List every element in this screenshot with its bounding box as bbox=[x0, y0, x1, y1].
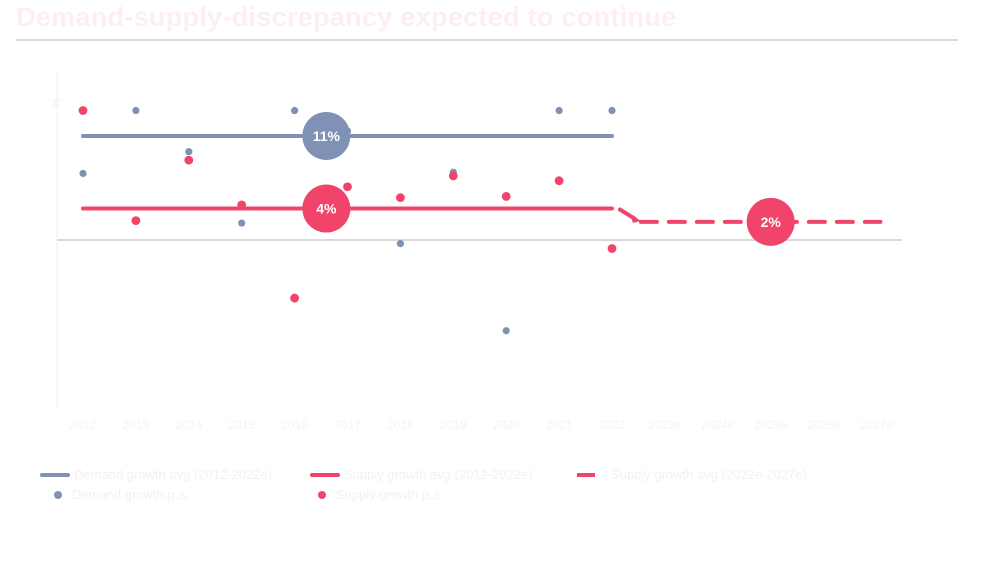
chart-title: Demand-supply-discrepancy expected to co… bbox=[16, 2, 677, 32]
supply-point bbox=[554, 176, 564, 186]
legend-demand-avg-label: Demand growth avg (2012-2022e) bbox=[74, 467, 273, 482]
avg-bubble bbox=[302, 184, 351, 233]
supply-point bbox=[237, 200, 247, 210]
legend-demand-pa-label: Demand growth p.a. bbox=[72, 487, 190, 502]
x-tick-label: 2013 bbox=[123, 418, 150, 432]
legend-supply-pa-dot bbox=[318, 490, 326, 499]
demand-point bbox=[608, 106, 616, 115]
x-tick-label: 2026e bbox=[807, 418, 841, 432]
supply-point bbox=[131, 216, 141, 226]
x-tick-label: 2027e bbox=[860, 418, 894, 432]
demand-point bbox=[238, 219, 246, 227]
x-tick-label: 2024e bbox=[701, 418, 735, 432]
demand-point bbox=[555, 106, 563, 115]
supply-point bbox=[184, 155, 194, 165]
supply-point bbox=[396, 193, 405, 203]
demand-point bbox=[502, 327, 510, 335]
legend-item-supply-forecast: Supply growth avg (2022e-2027e) bbox=[577, 467, 807, 482]
arrow-head-icon bbox=[629, 213, 641, 223]
x-tick-label: 2014 bbox=[175, 418, 202, 432]
legend-supply-forecast-label: Supply growth avg (2022e-2027e) bbox=[611, 467, 807, 482]
legend-supply-pa-label: Supply growth p.a. bbox=[336, 487, 444, 502]
x-tick-label: 2018 bbox=[387, 418, 414, 432]
x-tick-label: 2022 bbox=[599, 418, 626, 432]
legend-item-supply-pa: Supply growth p.a. bbox=[304, 487, 444, 502]
supply-point bbox=[607, 244, 617, 253]
legend-supply-avg-line bbox=[310, 472, 340, 477]
avg-bubble bbox=[746, 197, 795, 246]
legend-item-demand-avg: Demand growth avg (2012-2022e) bbox=[40, 467, 272, 482]
legend: Demand growth avg (2012-2022e) Supply gr… bbox=[40, 467, 940, 517]
legend-demand-pa-dot bbox=[54, 490, 62, 499]
supply-point bbox=[290, 293, 299, 303]
legend-demand-avg-line bbox=[40, 472, 70, 477]
x-tick-label: 2012 bbox=[70, 418, 97, 432]
avg-bubble bbox=[302, 111, 351, 160]
x-tick-label: 2021 bbox=[546, 418, 573, 432]
x-tick-label: 2019 bbox=[440, 418, 467, 432]
legend-supply-forecast-dash bbox=[577, 472, 607, 477]
demand-point bbox=[79, 169, 87, 178]
supply-point bbox=[448, 171, 458, 181]
x-tick-label: 2017 bbox=[334, 418, 361, 432]
demand-point bbox=[291, 106, 299, 115]
x-tick-label: 2015 bbox=[228, 418, 255, 432]
title-divider bbox=[16, 39, 958, 41]
x-tick-label: 2023e bbox=[648, 418, 682, 432]
demand-point bbox=[132, 106, 140, 115]
legend-item-supply-avg: Supply growth avg (2012-2022e) bbox=[310, 467, 533, 482]
avg-bubble-label: 4% bbox=[316, 201, 337, 217]
demand-point bbox=[396, 240, 404, 248]
supply-point bbox=[501, 192, 511, 201]
avg-bubble-label: 2% bbox=[761, 214, 782, 230]
supply-point bbox=[78, 106, 88, 115]
x-tick-label: 2016 bbox=[281, 418, 308, 432]
y-axis-label: % bbox=[49, 97, 63, 108]
x-tick-label: 2020 bbox=[493, 418, 520, 432]
demand-point bbox=[185, 148, 193, 156]
legend-supply-avg-label: Supply growth avg (2012-2022e) bbox=[344, 467, 533, 482]
supply-point bbox=[343, 182, 352, 192]
legend-item-demand-pa: Demand growth p.a. bbox=[40, 487, 189, 502]
x-tick-label: 2025e bbox=[754, 418, 788, 432]
avg-bubble-label: 11% bbox=[313, 128, 341, 144]
